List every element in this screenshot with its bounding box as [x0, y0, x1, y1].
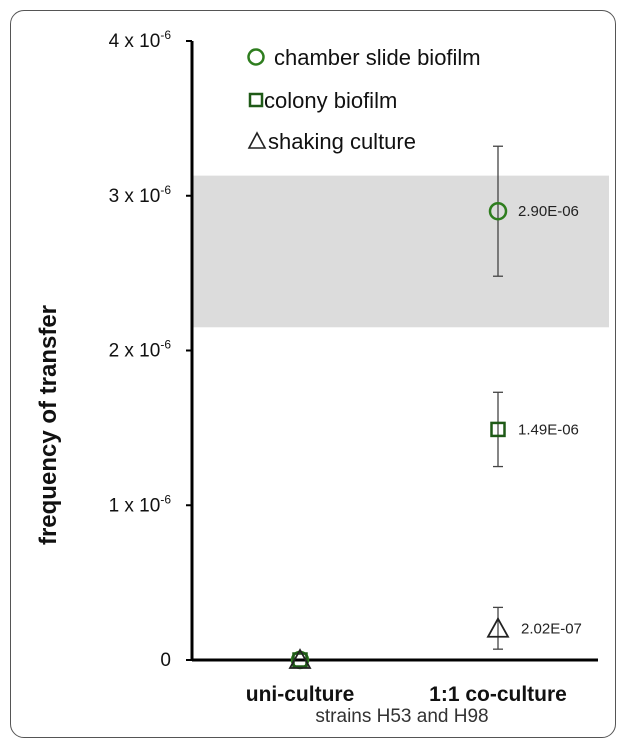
y-tick-label: 3 x 10-6 [109, 183, 172, 207]
figure-frame [10, 10, 616, 738]
y-tick-label: 2 x 10-6 [109, 338, 172, 362]
y-tick-exponent: -6 [160, 338, 171, 352]
x-category-label: 1:1 co-culture [429, 683, 567, 706]
y-tick-exponent: -6 [160, 183, 171, 197]
data-point-triangle [288, 648, 312, 669]
legend-marker-triangle [247, 131, 267, 149]
data-label: 2.90E-06 [518, 203, 579, 220]
x-axis-label: strains H53 and H98 [315, 706, 488, 727]
y-tick-base: 2 x 10 [109, 341, 161, 362]
legend-marker-square [248, 92, 264, 108]
shaded-band [192, 175, 609, 328]
y-tick-label: 0 [160, 650, 171, 671]
legend-item: chamber slide biofilm [247, 45, 481, 70]
y-tick-label: 4 x 10-6 [109, 28, 172, 52]
data-label: 2.02E-07 [521, 621, 582, 638]
data-point-triangle [486, 616, 510, 638]
legend-item: shaking culture [247, 129, 416, 154]
legend-label: shaking culture [268, 129, 416, 154]
y-tick-base: 3 x 10 [109, 186, 161, 207]
data-point-square [490, 421, 506, 438]
data-point-circle [488, 201, 508, 221]
y-tick-base: 0 [160, 650, 171, 671]
y-tick-exponent: -6 [160, 28, 171, 42]
legend-label: chamber slide biofilm [274, 45, 481, 70]
y-tick-exponent: -6 [160, 492, 171, 506]
y-tick-base: 1 x 10 [109, 495, 161, 516]
y-axis-label: frequency of transfer [35, 305, 62, 545]
y-tick-base: 4 x 10 [109, 31, 161, 52]
legend-marker-circle [247, 48, 265, 66]
legend-label: colony biofilm [264, 88, 397, 113]
legend-item: colony biofilm [248, 88, 397, 113]
y-tick-label: 1 x 10-6 [109, 492, 172, 516]
x-category-label: uni-culture [246, 683, 355, 706]
data-label: 1.49E-06 [518, 421, 579, 438]
